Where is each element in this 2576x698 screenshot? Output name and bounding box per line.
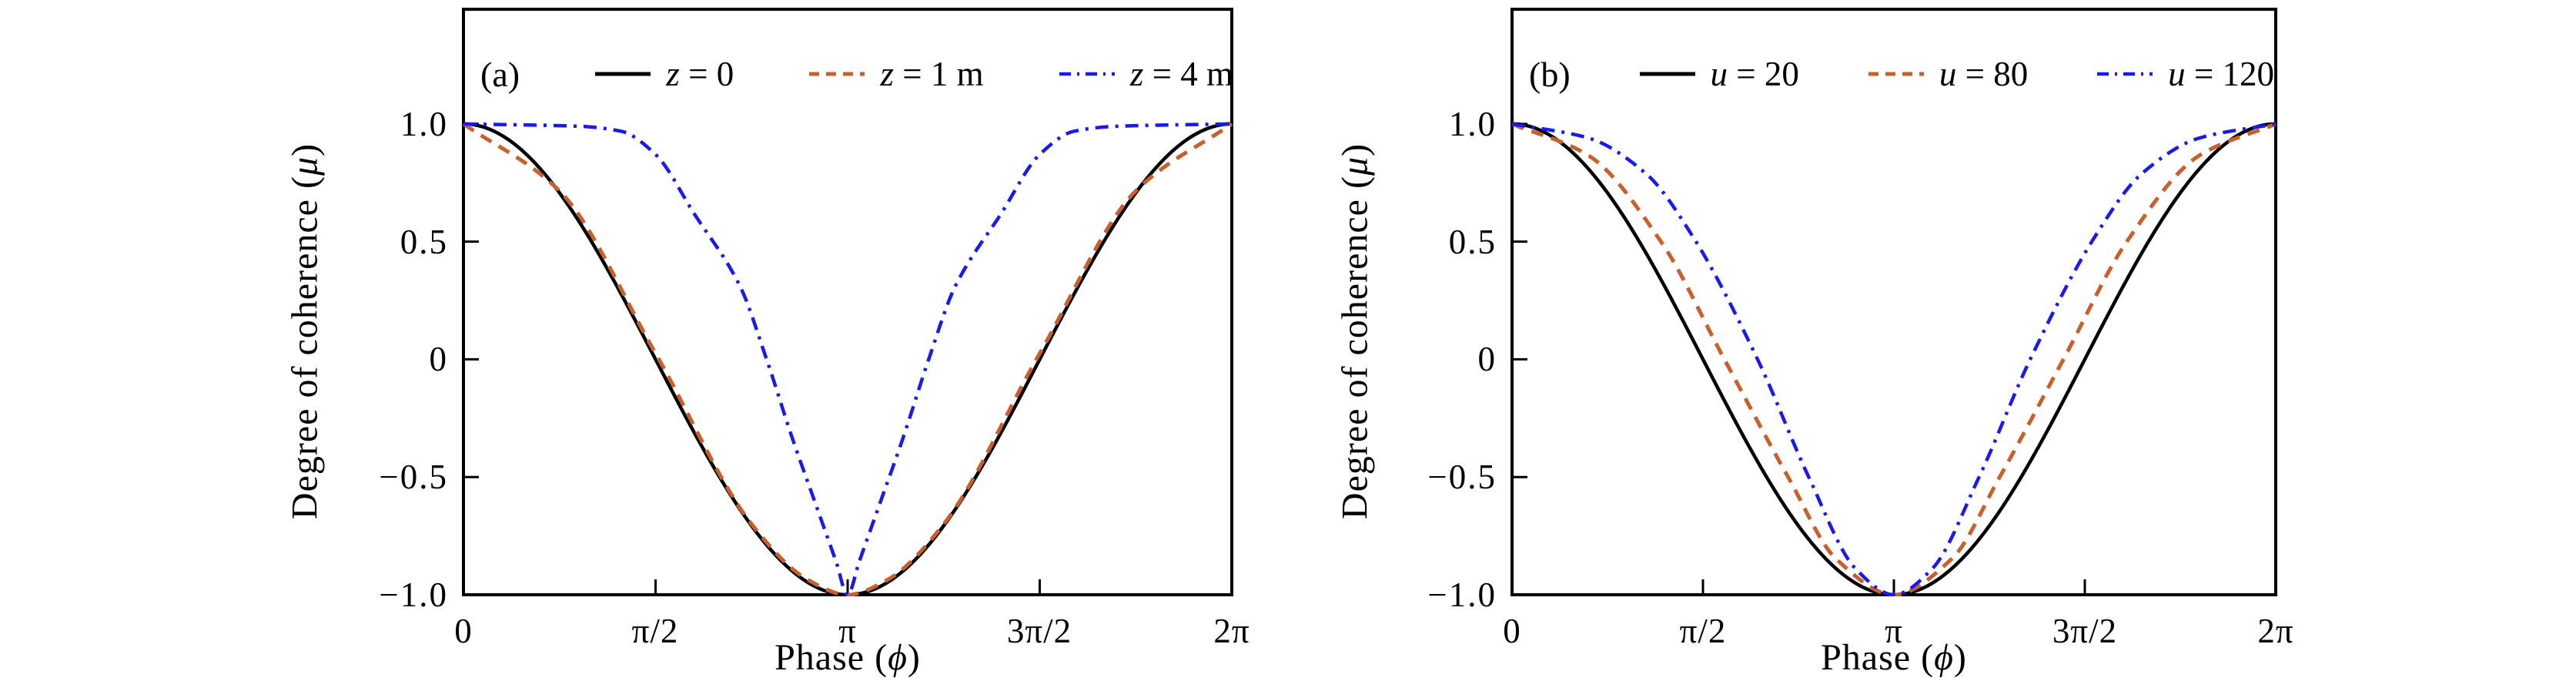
legend-a: (a) z = 0 z = 1 m z = 4 m [471, 49, 1244, 99]
legend-label: z = 1 m [880, 55, 984, 93]
legend-line-dashdot-icon [2097, 72, 2153, 76]
legend-item-z4m: z = 4 m [1058, 54, 1233, 94]
x-axis-label-a: Phase (ϕ) [774, 637, 921, 678]
legend-line-solid-icon [595, 72, 651, 76]
panel-label-b: (b) [1529, 54, 1571, 94]
legend-label: u = 80 [1939, 55, 2029, 93]
legend-line-solid-icon [1639, 72, 1695, 76]
ytick-a-1.0: 1.0 [400, 105, 448, 143]
x-axis-label-b: Phase (ϕ) [1821, 637, 1967, 678]
ytick-a--0.5: −0.5 [379, 458, 448, 496]
legend-item-z1m: z = 1 m [808, 54, 984, 94]
xtick-a-0: 0 [454, 612, 473, 650]
ytick-b-0: 0 [1477, 340, 1497, 378]
legend-line-dashed-icon [809, 72, 865, 76]
xtick-b-pi2: π/2 [1679, 612, 1727, 650]
xtick-a-3pi2: 3π/2 [1006, 612, 1072, 650]
y-axis-label-b: Degree of coherence (μ) [1334, 143, 1376, 520]
curve-z=1m [462, 122, 1233, 596]
ytick-b--1.0: −1.0 [1427, 576, 1497, 614]
ytick-b--0.5: −0.5 [1427, 458, 1497, 496]
legend-item-u20: u = 20 [1638, 54, 1799, 94]
curve-z=4m [463, 122, 1233, 596]
legend-label: u = 20 [1710, 55, 1799, 93]
curve-u=120 [1511, 122, 2277, 596]
curves-b [1511, 122, 2277, 596]
xtick-b-0: 0 [1503, 612, 1521, 650]
curve-u=20 [1511, 122, 2277, 596]
xtick-b-2pi: 2π [2257, 612, 2294, 650]
legend-label: z = 0 [666, 55, 734, 93]
xtick-a-pi: π [838, 612, 857, 650]
ytick-a--1.0: −1.0 [379, 576, 448, 614]
legend-label: z = 4 m [1129, 55, 1233, 93]
xtick-a-2pi: 2π [1213, 612, 1250, 650]
curve-z=0 [463, 122, 1233, 596]
legend-item-u120: u = 120 [2096, 54, 2274, 94]
legend-line-dashdot-icon [1059, 72, 1115, 76]
xtick-a-pi2: π/2 [631, 612, 679, 650]
ytick-a-0.5: 0.5 [400, 223, 448, 261]
legend-item-u80: u = 80 [1867, 54, 2028, 94]
ytick-b-1.0: 1.0 [1448, 105, 1497, 143]
legend-label: u = 120 [2168, 55, 2274, 93]
legend-b: (b) u = 20 u = 80 u = 120 [1520, 49, 2285, 99]
ytick-b-0.5: 0.5 [1448, 223, 1497, 261]
curves-a [462, 122, 1233, 596]
panel-label-a: (a) [480, 54, 520, 94]
curve-u=80 [1511, 122, 2277, 596]
ytick-a-0: 0 [429, 340, 448, 378]
legend-item-z0: z = 0 [594, 54, 734, 94]
plot-area-a [462, 8, 1233, 596]
xtick-b-pi: π [1885, 612, 1903, 650]
xtick-b-3pi2: 3π/2 [2052, 612, 2118, 650]
y-axis-label-a: Degree of coherence (μ) [284, 143, 326, 520]
plot-area-b [1510, 8, 2277, 596]
legend-line-dashed-icon [1868, 72, 1924, 76]
